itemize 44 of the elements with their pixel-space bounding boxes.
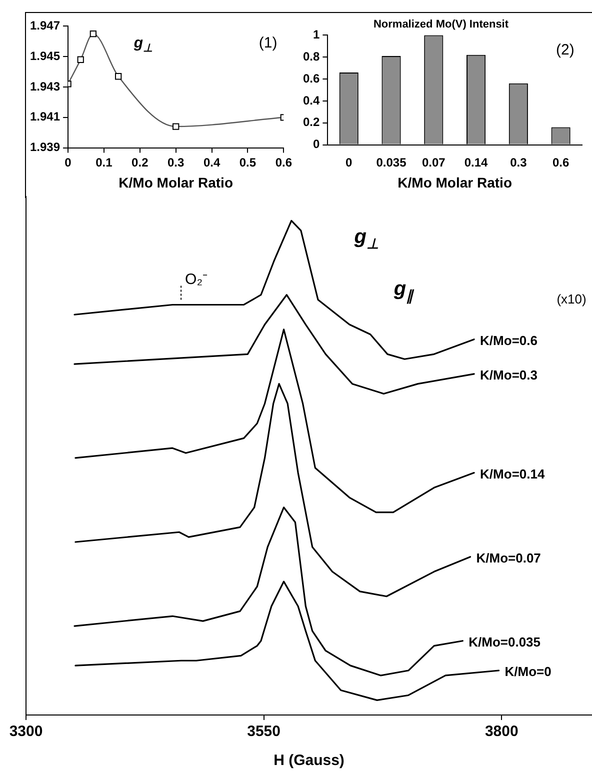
- annotation: (x10): [556, 291, 586, 306]
- y-tick-label: 0: [312, 137, 320, 152]
- x-tick-label: 0.6: [552, 155, 570, 170]
- x-axis-title: K/Mo Molar Ratio: [118, 174, 234, 190]
- annotation: g⊥: [353, 226, 378, 252]
- y-tick-label: 1.941: [30, 110, 60, 124]
- x-tick-label: 0: [64, 155, 72, 170]
- y-tick-label: 1: [312, 28, 320, 42]
- series-label: K/Mo=0.07: [476, 550, 541, 566]
- x-axis-title: H (Gauss): [274, 752, 344, 770]
- annotation: (1): [258, 34, 278, 52]
- series-label: K/Mo=0.3: [480, 368, 538, 383]
- x-tick-label: 0: [346, 155, 353, 170]
- x-tick-label: 0.1: [96, 155, 113, 170]
- x-tick-label: 3300: [9, 723, 43, 740]
- series-label: K/Mo=0: [504, 664, 552, 680]
- y-tick-label: 0.2: [302, 115, 320, 130]
- chart-title: Normalized Mo(V) Intensit: [373, 18, 509, 31]
- x-tick-label: 0.2: [132, 155, 149, 170]
- x-tick-label: 3550: [247, 723, 281, 740]
- x-tick-label: 0.14: [464, 155, 488, 170]
- y-tick-label: 1.945: [30, 48, 60, 63]
- x-tick-label: 0.3: [510, 155, 528, 170]
- x-tick-label: 0.035: [376, 155, 407, 170]
- annotation: g⊥: [132, 34, 154, 55]
- series-label: K/Mo=0.14: [480, 466, 546, 482]
- x-axis-title: K/Mo Molar Ratio: [398, 174, 512, 190]
- x-tick-label: 0.07: [422, 155, 446, 170]
- x-tick-label: 0.3: [168, 155, 185, 170]
- y-tick-label: 0.4: [302, 93, 320, 108]
- y-tick-label: 1.939: [30, 140, 60, 154]
- y-tick-label: 0.8: [302, 49, 320, 64]
- x-tick-label: 0.5: [239, 155, 256, 170]
- x-tick-label: 0.4: [203, 155, 220, 170]
- annotation: g∥: [392, 278, 416, 304]
- x-tick-label: 3800: [484, 723, 518, 740]
- x-tick-label: 0.6: [275, 155, 292, 170]
- annotation: (2): [556, 42, 574, 59]
- series-label: K/Mo=0.6: [480, 332, 538, 348]
- annotation: O₂⁻: [185, 270, 208, 288]
- y-tick-label: 1.943: [30, 79, 60, 94]
- y-tick-label: 0.6: [302, 71, 320, 86]
- series-label: K/Mo=0.035: [468, 634, 541, 650]
- y-tick-label: 1.947: [30, 18, 60, 33]
